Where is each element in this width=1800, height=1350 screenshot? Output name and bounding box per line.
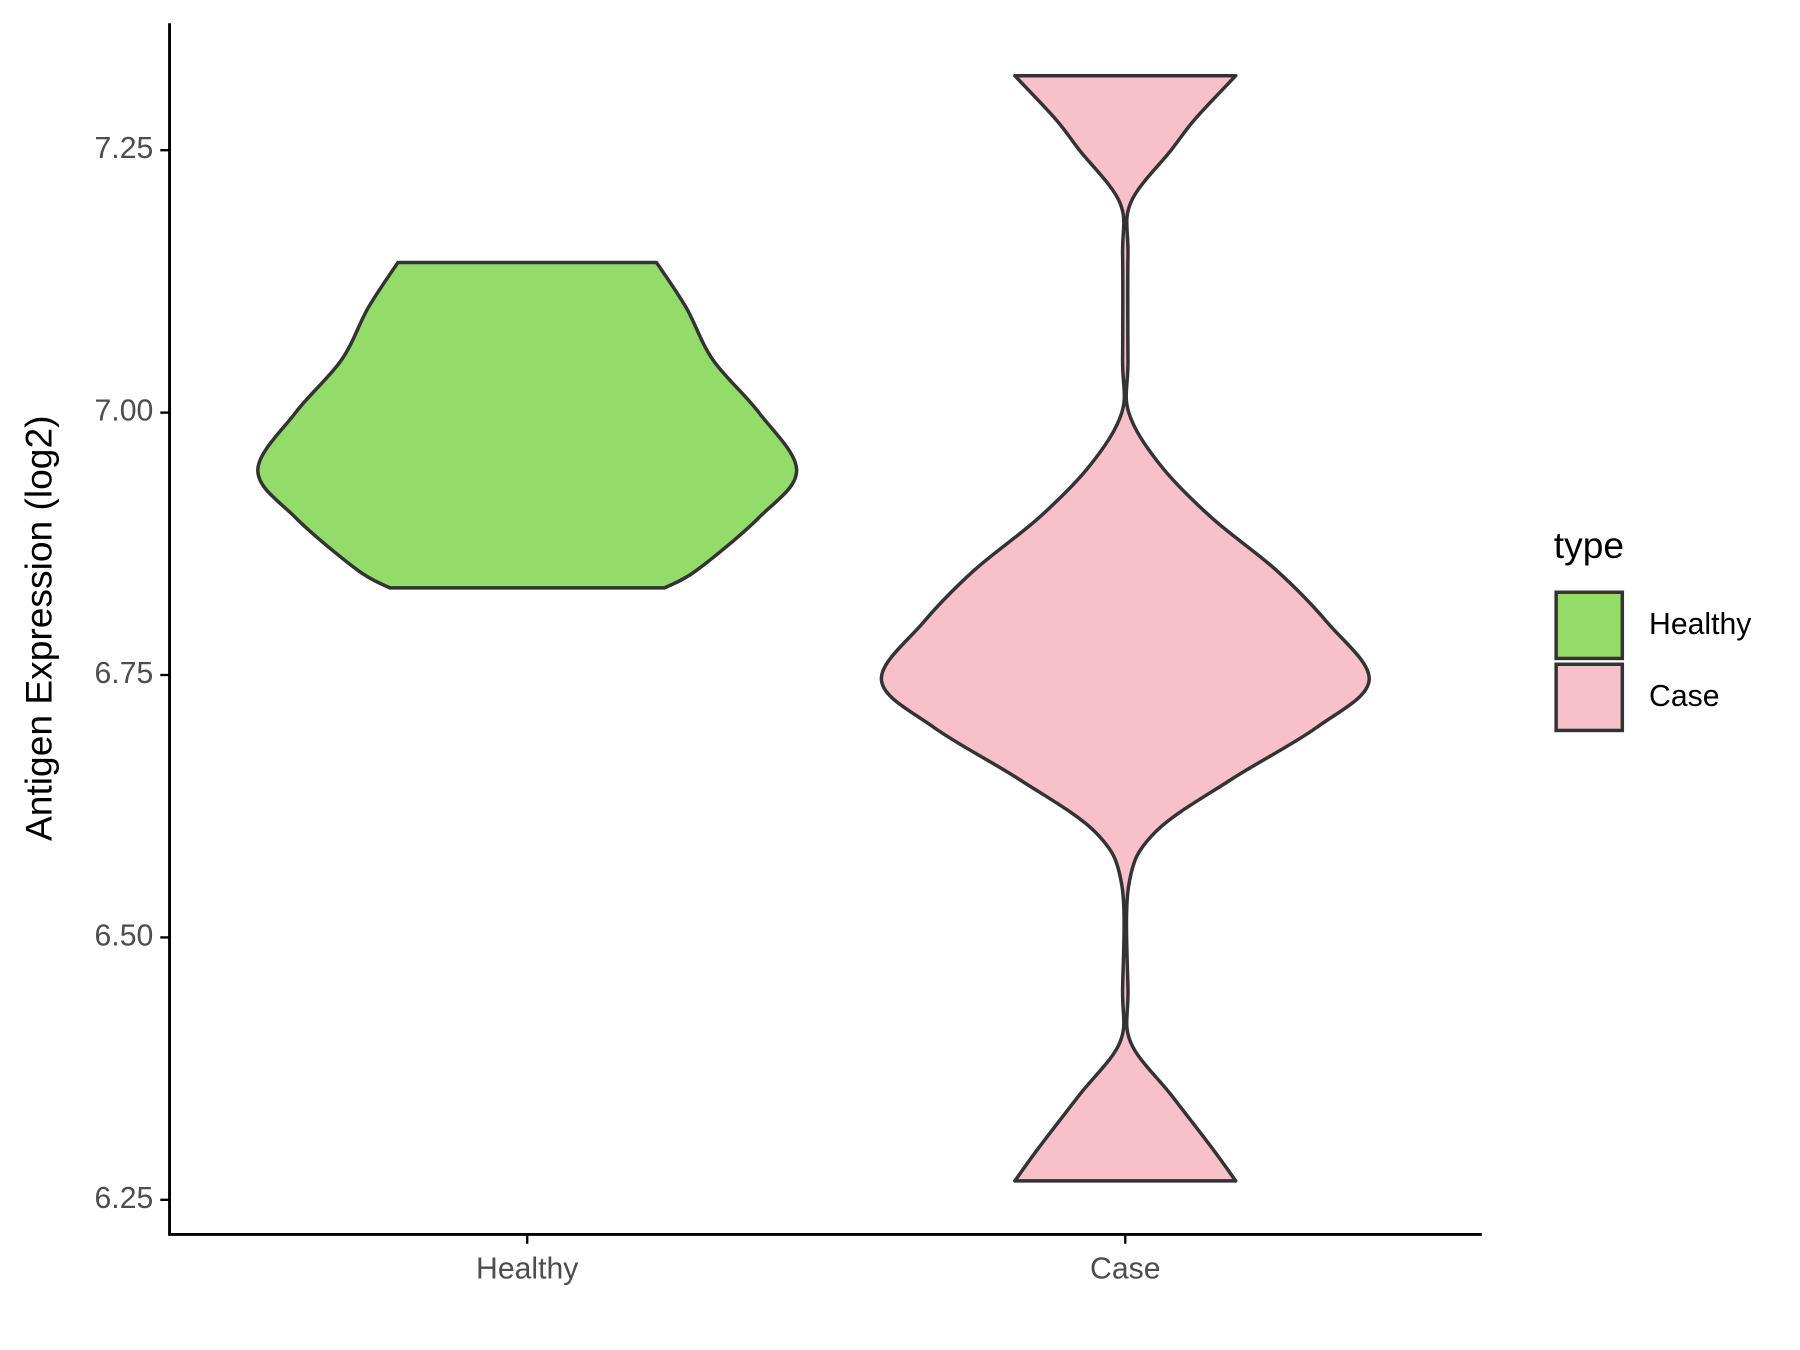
- x-tick-label: Healthy: [476, 1252, 579, 1285]
- y-tick-label: 6.75: [95, 657, 154, 690]
- y-tick-label: 6.25: [95, 1182, 154, 1215]
- legend-title: type: [1554, 524, 1624, 566]
- y-axis-title: Antigen Expression (log2): [18, 416, 60, 841]
- x-tick-label: Case: [1090, 1252, 1160, 1285]
- violin: [256, 260, 799, 590]
- legend-label: Case: [1649, 680, 1719, 713]
- violin: [879, 73, 1371, 1183]
- y-tick-label: 7.25: [95, 132, 154, 165]
- legend-key: [1554, 590, 1625, 661]
- legend-key: [1554, 662, 1625, 733]
- legend-label: Healthy: [1649, 608, 1752, 641]
- y-tick-label: 7.00: [95, 395, 154, 428]
- y-tick-label: 6.50: [95, 919, 154, 952]
